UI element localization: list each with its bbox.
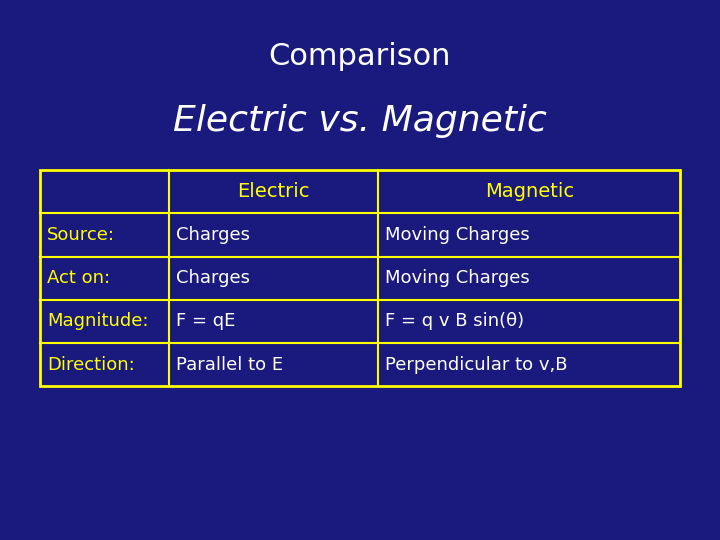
Text: Electric: Electric — [238, 182, 310, 201]
Text: Parallel to E: Parallel to E — [176, 355, 284, 374]
Text: Direction:: Direction: — [47, 355, 135, 374]
Text: Moving Charges: Moving Charges — [385, 269, 530, 287]
Text: Act on:: Act on: — [47, 269, 110, 287]
Text: F = q v B sin(θ): F = q v B sin(θ) — [385, 312, 524, 330]
Text: Charges: Charges — [176, 269, 251, 287]
Text: Moving Charges: Moving Charges — [385, 226, 530, 244]
Text: F = qE: F = qE — [176, 312, 235, 330]
Text: Perpendicular to v,B: Perpendicular to v,B — [385, 355, 567, 374]
Text: Magnetic: Magnetic — [485, 182, 574, 201]
Text: Magnitude:: Magnitude: — [47, 312, 148, 330]
Bar — [40, 170, 680, 386]
Text: Comparison: Comparison — [269, 42, 451, 71]
Text: Electric vs. Magnetic: Electric vs. Magnetic — [173, 105, 547, 138]
Text: Source:: Source: — [47, 226, 114, 244]
Text: Charges: Charges — [176, 226, 251, 244]
